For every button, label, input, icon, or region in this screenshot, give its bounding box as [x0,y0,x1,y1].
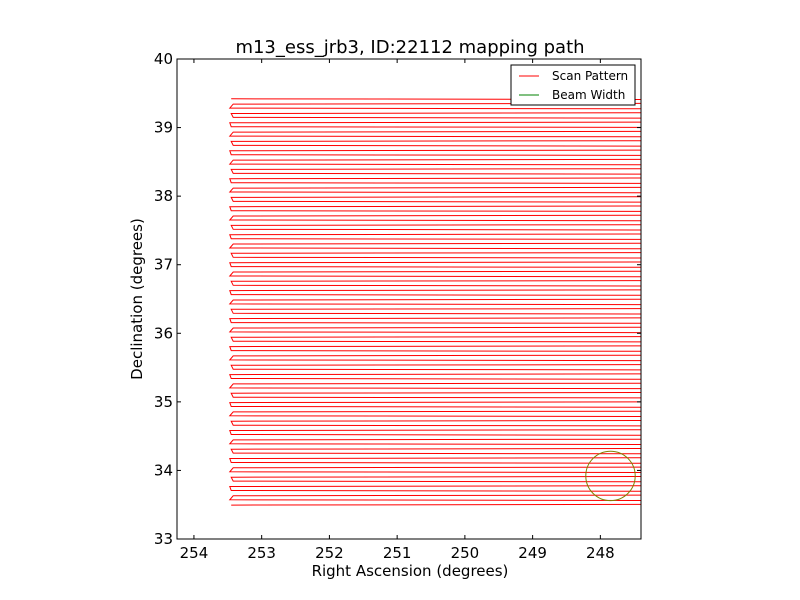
legend-scan-label: Scan Pattern [552,69,628,83]
x-tick-label: 254 [180,544,209,562]
x-tick-label: 253 [247,544,276,562]
legend: Scan Pattern Beam Width [510,64,636,106]
beam-width-circle [585,450,636,502]
scan-pattern-line [228,98,641,506]
x-tick-label: 252 [315,544,344,562]
plot-frame [176,58,642,540]
y-tick-label: 40 [154,50,173,68]
y-tick-label: 37 [154,256,173,274]
x-tick-label: 251 [383,544,412,562]
y-tick-label: 34 [154,461,173,479]
y-axis-label: Declination (degrees) [128,218,146,380]
legend-box [510,64,636,106]
y-tick-label: 33 [154,530,173,548]
x-tick-label: 248 [586,544,615,562]
plot-area [228,98,641,506]
y-tick-label: 35 [154,393,173,411]
y-tick-label: 39 [154,119,173,137]
y-tick-label: 36 [154,324,173,342]
y-tick-label: 38 [154,187,173,205]
legend-beam-label: Beam Width [552,88,625,102]
x-axis: 254 253 252 251 250 249 248 [180,59,615,562]
x-tick-label: 249 [518,544,547,562]
x-axis-label: Right Ascension (degrees) [312,562,509,580]
chart-title: m13_ess_jrb3, ID:22112 mapping path [235,37,584,58]
y-axis: 33 34 35 36 37 38 39 40 [154,50,641,548]
x-tick-label: 250 [451,544,480,562]
